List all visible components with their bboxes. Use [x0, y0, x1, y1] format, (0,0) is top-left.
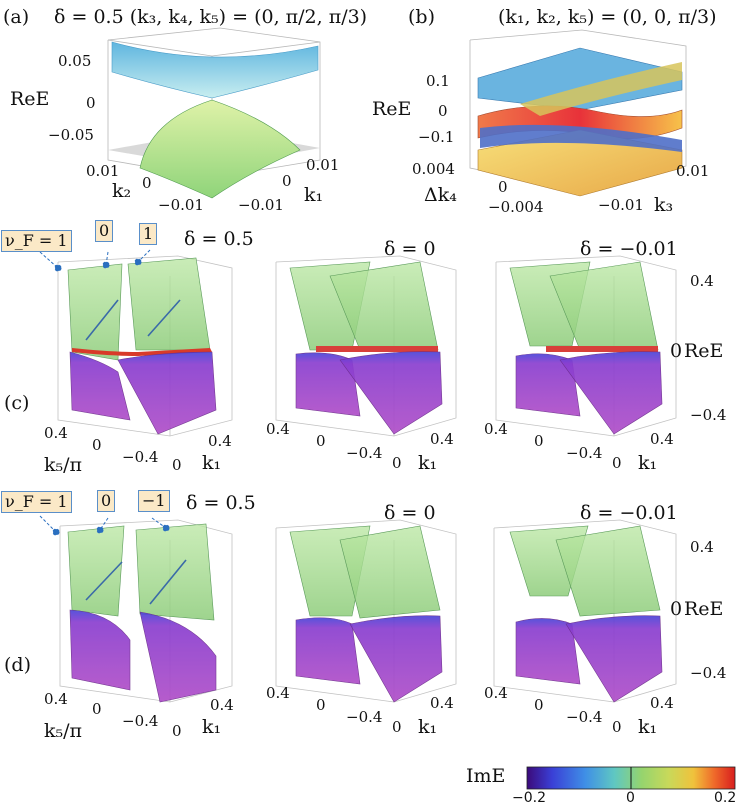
panel-d2-k1-tick-2: 0	[392, 718, 402, 736]
panel-d2-k5-tick-1: 0.4	[266, 684, 290, 702]
panel-c-tag-1: 1	[139, 223, 158, 245]
panel-c-tag-nu1: ν_F = 1	[1, 230, 72, 252]
panel-b-x-label: Δk₄	[424, 184, 457, 206]
panel-c-k1-label: k₁	[202, 452, 222, 474]
panel-a-y-tick-3: −0.01	[238, 196, 284, 214]
panel-b-z-tick-1: 0.1	[426, 72, 450, 90]
panel-d2-k1-tick-1: −0.4	[346, 708, 383, 726]
panel-c-k5-tick-2: 0	[92, 436, 102, 454]
panel-c-k5-label: k₅/π	[44, 454, 83, 476]
panel-d-z-tick-2: 0	[670, 598, 683, 620]
panel-d3-k1-tick-1: −0.4	[566, 708, 603, 726]
panel-d2-k1-tick-3: 0.4	[430, 694, 454, 712]
panel-d3-k1-tick-2: 0	[612, 718, 622, 736]
panel-a-label: (a)	[3, 6, 30, 28]
panel-d3-k1-label: k₁	[638, 716, 658, 738]
panel-a-lower-band	[139, 99, 301, 199]
panel-a-upper-band	[111, 41, 319, 99]
panel-c-delta-2: δ = 0	[384, 238, 436, 260]
panel-d-delta-2: δ = 0	[384, 502, 436, 524]
panel-d-k1-tick-2: 0	[172, 722, 182, 740]
panel-a-title: δ = 0.5 (k₃, k₄, k₅) = (0, π/2, π/3)	[54, 6, 368, 28]
panel-d-tag-0: 0	[97, 490, 116, 512]
panel-b-x-tick-3: −0.004	[488, 198, 544, 216]
panel-c3-k5-tick-2: 0	[534, 432, 544, 450]
panel-d-z-tick-3: −0.4	[690, 664, 727, 682]
panel-a-z-tick-3: −0.05	[48, 126, 94, 144]
panel-d2-k1-label: k₁	[418, 716, 438, 738]
panel-d3-k5-tick-1: 0.4	[484, 684, 508, 702]
colorbar-tick-max: 0.2	[714, 790, 737, 806]
panel-d-k5-tick-1: 0.4	[44, 690, 68, 708]
panel-b-y-tick-2: −0.01	[598, 196, 644, 214]
panel-b-z-label: ReE	[372, 98, 412, 120]
panel-c3-k5-tick-1: 0.4	[484, 420, 508, 438]
panel-c-k1-tick-1: −0.4	[122, 448, 159, 466]
panel-c3-k1-tick-1: −0.4	[566, 444, 603, 462]
panel-d-k1-tick-3: 0.4	[210, 696, 234, 714]
panel-c-z-tick-1: 0.4	[690, 272, 714, 290]
panel-d-z-label: ReE	[684, 598, 724, 620]
panel-c-delta-1: δ = 0.5	[184, 228, 254, 250]
panel-d-k5-label: k₅/π	[44, 720, 83, 742]
panel-b-x-tick-2: 0	[498, 178, 508, 196]
panel-a-z-tick-1: 0.05	[58, 52, 92, 70]
panel-b-x-tick-1: 0.004	[412, 160, 455, 178]
panel-b-y-tick-1: 0.01	[676, 162, 710, 180]
panel-c3-k1-tick-2: 0	[612, 454, 622, 472]
panel-c-delta-3: δ = −0.01	[580, 238, 678, 260]
panel-d-k1-tick-1: −0.4	[122, 712, 159, 730]
panel-c2-k5-tick-2: 0	[316, 432, 326, 450]
panel-c-k5-tick-1: 0.4	[44, 424, 68, 442]
panel-c2-k1-tick-2: 0	[392, 454, 402, 472]
panel-d3-k1-tick-3: 0.4	[650, 694, 674, 712]
panel-d-delta-1: δ = 0.5	[186, 492, 256, 514]
panel-c2-k1-label: k₁	[418, 452, 438, 474]
panel-a-x-label: k₂	[112, 180, 132, 202]
panel-d-z-tick-1: 0.4	[690, 538, 714, 556]
panel-b-blue-sheet	[477, 47, 683, 111]
panel-d-k5-tick-2: 0	[92, 700, 102, 718]
panel-c2-k1-tick-1: −0.4	[346, 444, 383, 462]
panel-a-x-tick-3: −0.01	[158, 196, 204, 214]
panel-a-y-tick-1: 0.01	[306, 156, 340, 174]
panel-a-y-label: k₁	[304, 184, 324, 206]
panel-b-title: (k₁, k₂, k₅) = (0, 0, π/3)	[498, 6, 717, 28]
panel-a-y-tick-2: 0	[282, 172, 292, 190]
panel-b-purple-sheet	[480, 124, 682, 152]
colorbar-label: ImE	[466, 765, 506, 787]
panel-c-k1-tick-3: 0.4	[208, 432, 232, 450]
panel-c2-k1-tick-3: 0.4	[430, 430, 454, 448]
panel-c-label: (c)	[4, 392, 30, 414]
panel-b-z-tick-2: 0	[438, 102, 448, 120]
panel-c3-k1-tick-3: 0.4	[650, 430, 674, 448]
panel-b-yellow-ridge	[520, 62, 682, 116]
colorbar-tick-zero: 0	[626, 790, 635, 806]
panel-c-tag-0: 0	[95, 220, 114, 242]
panel-c3-k1-label: k₁	[638, 452, 658, 474]
panel-a-z-label: ReE	[10, 88, 50, 110]
panel-d-delta-3: δ = −0.01	[580, 502, 678, 524]
panel-b-y-label: k₃	[654, 194, 674, 216]
panel-c-z-tick-3: −0.4	[690, 406, 727, 424]
panel-b-z-tick-3: −0.1	[418, 128, 455, 146]
panel-d-tag-m1: −1	[138, 490, 170, 512]
panel-d-label: (d)	[4, 654, 31, 676]
panel-c-z-tick-2: 0	[670, 340, 683, 362]
panel-d-k1-label: k₁	[202, 716, 222, 738]
panel-c-k1-tick-2: 0	[172, 456, 182, 474]
panel-d3-k5-tick-2: 0	[534, 696, 544, 714]
colorbar-tick-min: −0.2	[512, 790, 546, 806]
panel-c-z-label: ReE	[684, 340, 724, 362]
panel-b-label: (b)	[408, 6, 435, 28]
tag-leaders	[39, 249, 170, 536]
panel-c2-k5-tick-1: 0.4	[266, 420, 290, 438]
panel-d2-k5-tick-2: 0	[316, 696, 326, 714]
panel-d-tag-nu1: ν_F = 1	[1, 491, 72, 513]
panel-a-x-tick-2: 0	[142, 174, 152, 192]
panel-a-z-tick-2: 0	[86, 94, 96, 112]
panel-a-x-tick-1: 0.01	[86, 162, 120, 180]
